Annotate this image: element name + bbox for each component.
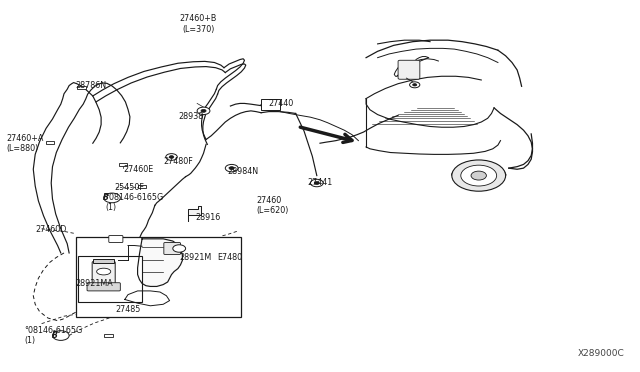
Circle shape	[413, 84, 417, 86]
Circle shape	[225, 164, 238, 172]
Text: E7480: E7480	[218, 253, 243, 262]
Bar	[261, 99, 280, 110]
Text: 28938: 28938	[178, 112, 203, 121]
Bar	[138, 185, 147, 188]
FancyBboxPatch shape	[92, 261, 115, 287]
Text: 27485: 27485	[115, 305, 141, 314]
Text: 28984N: 28984N	[227, 167, 259, 176]
Text: 27460
(L=620): 27460 (L=620)	[256, 196, 289, 215]
Bar	[104, 334, 113, 337]
FancyBboxPatch shape	[164, 243, 180, 254]
Bar	[46, 141, 54, 144]
Text: 27440: 27440	[269, 99, 294, 108]
Bar	[93, 259, 114, 263]
Circle shape	[314, 182, 319, 185]
Circle shape	[169, 155, 174, 158]
Circle shape	[173, 245, 186, 252]
FancyBboxPatch shape	[87, 283, 120, 291]
FancyBboxPatch shape	[398, 60, 420, 79]
Circle shape	[452, 160, 506, 191]
Ellipse shape	[97, 268, 111, 275]
Text: B: B	[51, 331, 58, 340]
Text: °08146-6165G
(1): °08146-6165G (1)	[24, 326, 83, 345]
Text: 27460+B
(L=370): 27460+B (L=370)	[180, 15, 217, 34]
Circle shape	[197, 107, 210, 115]
Text: B: B	[102, 193, 109, 202]
Text: 25450F: 25450F	[114, 183, 144, 192]
Text: 28786N: 28786N	[76, 81, 107, 90]
Text: 27460+A
(L=880): 27460+A (L=880)	[6, 134, 44, 153]
Circle shape	[310, 179, 323, 187]
Text: 28916: 28916	[195, 213, 220, 222]
Circle shape	[104, 193, 120, 203]
Bar	[77, 86, 86, 89]
Text: 27460E: 27460E	[123, 165, 153, 174]
Circle shape	[201, 109, 206, 112]
Circle shape	[166, 154, 177, 160]
Circle shape	[229, 167, 234, 170]
Polygon shape	[138, 239, 182, 286]
Bar	[76, 237, 241, 317]
Text: 27441: 27441	[307, 178, 332, 187]
Circle shape	[52, 331, 69, 340]
FancyBboxPatch shape	[109, 235, 123, 243]
Text: 28921M: 28921M	[179, 253, 211, 262]
Text: °08146-6165G
(1): °08146-6165G (1)	[106, 193, 164, 212]
Bar	[78, 256, 142, 302]
Bar	[119, 163, 127, 166]
Text: 28921MA: 28921MA	[76, 279, 113, 288]
Circle shape	[410, 82, 420, 88]
Polygon shape	[188, 206, 201, 221]
Text: 27480F: 27480F	[163, 157, 193, 166]
Circle shape	[471, 171, 486, 180]
Circle shape	[461, 165, 497, 186]
Text: 27460D: 27460D	[35, 225, 67, 234]
Text: X289000C: X289000C	[577, 349, 624, 358]
